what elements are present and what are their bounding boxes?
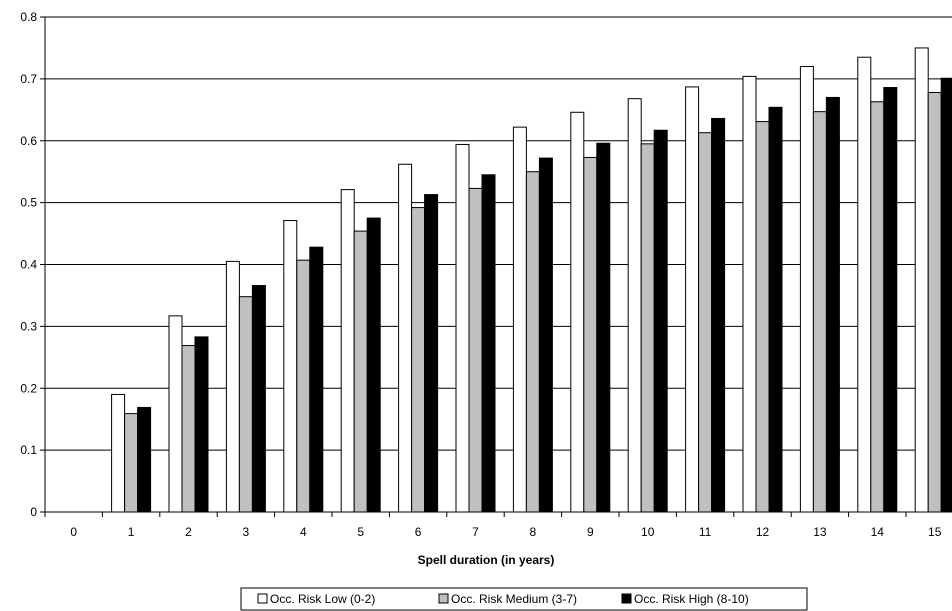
y-tick-label: 0.6	[20, 134, 37, 148]
bar-series-1	[398, 163, 413, 513]
bar-series-2	[812, 111, 827, 513]
bar-series-3	[596, 142, 611, 513]
bar-series-3	[424, 194, 439, 513]
bars	[111, 47, 952, 513]
bar-series-2	[296, 259, 311, 513]
y-tick-label: 0	[30, 505, 37, 519]
legend-swatch	[438, 593, 449, 604]
bar-series-1	[168, 315, 183, 513]
bar-series-3	[768, 106, 783, 513]
legend-label: Occ. Risk Low (0-2)	[270, 592, 375, 606]
x-tick-label: 5	[357, 525, 364, 539]
x-tick-label: 4	[300, 525, 307, 539]
x-axis-ticks: 0 1 2 3 4 5 6 7 8 9 10 11 12 13 14 15	[44, 512, 942, 539]
bar-series-1	[857, 56, 872, 513]
bar-series-1	[455, 143, 470, 513]
y-tick-label: 0.1	[20, 443, 37, 457]
bar-series-3	[194, 336, 209, 513]
bar-series-2	[181, 345, 196, 513]
x-tick-label: 12	[756, 525, 770, 539]
bar-series-2	[411, 207, 426, 513]
bar-series-1	[512, 126, 527, 513]
bar-series-1	[570, 111, 585, 513]
bar-series-2	[238, 296, 253, 513]
x-tick-label: 0	[70, 525, 77, 539]
y-tick-label: 0.2	[20, 381, 37, 395]
bar-series-2	[640, 143, 655, 513]
y-tick-label: 0.5	[20, 196, 37, 210]
bar-series-1	[799, 66, 814, 513]
bar-series-1	[742, 75, 757, 513]
bar-series-2	[353, 230, 368, 513]
x-tick-label: 8	[530, 525, 537, 539]
bar-series-1	[111, 393, 126, 513]
y-tick-label: 0.8	[20, 10, 37, 24]
x-tick-label: 10	[641, 525, 655, 539]
bar-series-3	[481, 174, 496, 513]
x-tick-label: 6	[415, 525, 422, 539]
legend-swatch	[257, 593, 268, 604]
y-tick-label: 0.7	[20, 72, 37, 86]
legend-frame	[240, 587, 808, 611]
legend: Occ. Risk Low (0-2) Occ. Risk Medium (3-7…	[240, 587, 808, 611]
bar-series-2	[525, 171, 540, 513]
legend-label: Occ. Risk High (8-10)	[634, 592, 749, 606]
bar-series-3	[940, 77, 952, 513]
y-tick-label: 0.3	[20, 319, 37, 333]
x-tick-label: 9	[587, 525, 594, 539]
bar-series-1	[685, 86, 700, 513]
bar-series-2	[755, 121, 770, 513]
x-tick-label: 13	[813, 525, 827, 539]
x-axis-title: Spell duration (in years)	[418, 553, 555, 567]
bar-series-3	[883, 87, 898, 513]
x-tick-label: 15	[928, 525, 942, 539]
y-axis-ticks: 0 0.1 0.2 0.3 0.4 0.5 0.6 0.7 0.8	[20, 10, 45, 519]
bar-series-1	[225, 260, 240, 513]
bar-series-3	[825, 96, 840, 513]
x-tick-label: 1	[128, 525, 135, 539]
bar-series-2	[698, 132, 713, 513]
x-tick-label: 3	[243, 525, 250, 539]
bar-series-1	[283, 220, 298, 513]
legend-label: Occ. Risk Medium (3-7)	[451, 592, 577, 606]
x-tick-label: 11	[699, 525, 712, 539]
bar-series-3	[538, 157, 553, 513]
x-tick-label: 14	[871, 525, 885, 539]
bar-series-2	[468, 187, 483, 513]
legend-swatch	[621, 593, 632, 604]
x-tick-label: 7	[472, 525, 479, 539]
bar-series-3	[366, 217, 381, 513]
bar-series-3	[711, 117, 726, 513]
bar-series-1	[340, 189, 355, 513]
x-tick-label: 2	[185, 525, 192, 539]
bar-series-3	[251, 285, 266, 513]
bar-series-3	[309, 246, 324, 513]
bar-series-1	[914, 47, 929, 513]
bar-series-2	[927, 91, 942, 513]
bar-series-3	[653, 129, 668, 513]
bar-series-2	[124, 413, 139, 513]
bar-series-2	[583, 156, 598, 513]
y-tick-label: 0.4	[20, 258, 37, 272]
bar-series-1	[627, 98, 642, 513]
bar-series-3	[137, 406, 152, 513]
bar-series-2	[870, 101, 885, 513]
